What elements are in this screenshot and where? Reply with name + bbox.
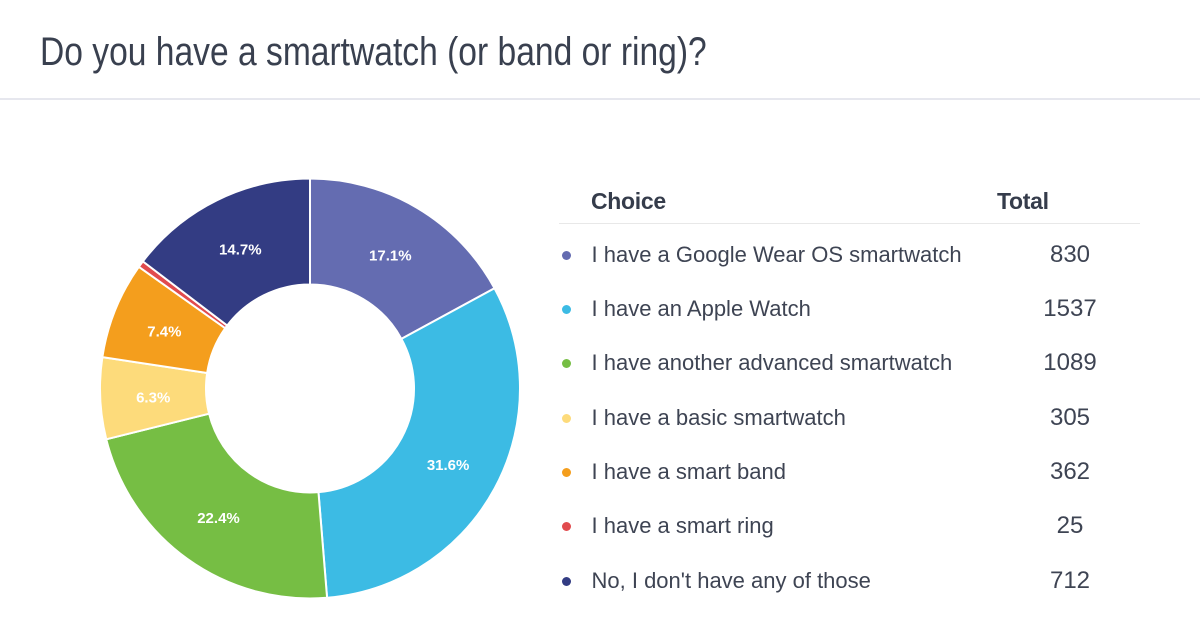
- svg-text:22.4%: 22.4%: [197, 510, 240, 527]
- svg-text:17.1%: 17.1%: [369, 247, 412, 264]
- svg-text:31.6%: 31.6%: [427, 457, 470, 474]
- svg-text:7.4%: 7.4%: [147, 323, 181, 340]
- svg-text:6.3%: 6.3%: [136, 390, 170, 407]
- svg-text:14.7%: 14.7%: [219, 242, 262, 259]
